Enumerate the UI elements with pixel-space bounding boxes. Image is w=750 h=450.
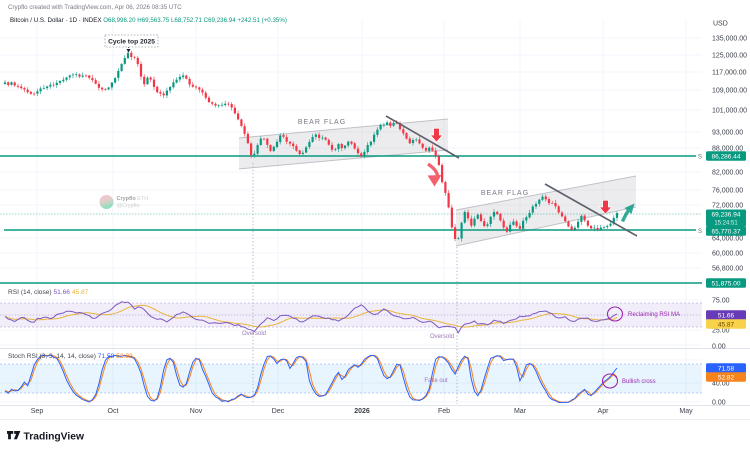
svg-text:0.00: 0.00 <box>712 400 726 407</box>
svg-text:TradingView: TradingView <box>24 432 85 443</box>
svg-text:117,000.00: 117,000.00 <box>712 70 747 77</box>
svg-text:125,000.00: 125,000.00 <box>712 53 747 60</box>
svg-text:2026: 2026 <box>354 408 370 415</box>
svg-text:71.58: 71.58 <box>718 365 735 372</box>
svg-text:51,875.00: 51,875.00 <box>712 280 741 287</box>
svg-text:BEAR FLAG: BEAR FLAG <box>481 190 529 197</box>
svg-text:BEAR FLAG: BEAR FLAG <box>298 119 346 126</box>
svg-text:65,770.37: 65,770.37 <box>712 228 741 235</box>
svg-text:S: S <box>698 229 702 235</box>
svg-text:51.66: 51.66 <box>718 312 735 319</box>
svg-text:86,286.44: 86,286.44 <box>712 153 741 160</box>
svg-text:Feb: Feb <box>438 408 450 415</box>
svg-text:52.82: 52.82 <box>718 374 735 381</box>
svg-text:Oversold: Oversold <box>430 334 454 340</box>
svg-text:82,000.00: 82,000.00 <box>712 170 743 177</box>
svg-text:Fake out: Fake out <box>424 378 448 384</box>
svg-text:72,000.00: 72,000.00 <box>712 203 743 210</box>
svg-text:Sep: Sep <box>31 408 44 415</box>
svg-text:Bitcoin / U.S. Dollar · 1D · I: Bitcoin / U.S. Dollar · 1D · INDEX O68,9… <box>10 17 287 24</box>
svg-text:Stoch RSI (3, 3, 14, 14, close: Stoch RSI (3, 3, 14, 14, close) 71.58 52… <box>8 353 133 360</box>
svg-text:25.00: 25.00 <box>712 328 730 335</box>
svg-text:S: S <box>698 155 702 161</box>
svg-text:USD: USD <box>713 21 728 28</box>
svg-text:Nov: Nov <box>190 408 203 415</box>
svg-text:45.87: 45.87 <box>718 321 735 328</box>
svg-text:RSI (14, close) 51.66 45.87: RSI (14, close) 51.66 45.87 <box>8 289 89 296</box>
svg-text:Apr: Apr <box>598 408 610 415</box>
svg-text:Cycle top 2025: Cycle top 2025 <box>108 39 155 46</box>
svg-text:75.00: 75.00 <box>712 298 730 305</box>
svg-text:Reclaiming RSI MA: Reclaiming RSI MA <box>628 312 680 318</box>
svg-text:Oversold: Oversold <box>242 331 266 337</box>
svg-text:101,000.00: 101,000.00 <box>712 108 747 115</box>
svg-text:40.00: 40.00 <box>712 381 730 388</box>
svg-text:69,236.94: 69,236.94 <box>712 211 741 218</box>
svg-text:56,800.00: 56,800.00 <box>712 266 743 273</box>
svg-text:64,000.00: 64,000.00 <box>712 236 743 243</box>
svg-text:15:24:51: 15:24:51 <box>714 220 738 226</box>
svg-text:Crypflo ETH: Crypflo ETH <box>117 196 149 202</box>
svg-text:Oct: Oct <box>108 408 119 415</box>
svg-text:0.00: 0.00 <box>712 344 726 351</box>
svg-text:93,000.00: 93,000.00 <box>712 130 743 137</box>
svg-text:60,000.00: 60,000.00 <box>712 251 743 258</box>
svg-text:Crypflo created with TradingVi: Crypflo created with TradingView.com, Ap… <box>8 4 182 11</box>
svg-text:May: May <box>679 408 693 415</box>
svg-text:@Crypflo: @Crypflo <box>117 203 140 209</box>
svg-text:Mar: Mar <box>514 408 527 415</box>
svg-text:135,000.00: 135,000.00 <box>712 36 747 43</box>
svg-text:Dec: Dec <box>272 408 285 415</box>
svg-text:76,000.00: 76,000.00 <box>712 188 743 195</box>
svg-text:109,000.00: 109,000.00 <box>712 88 747 95</box>
svg-text:Bullish cross: Bullish cross <box>622 379 656 385</box>
svg-text:88,000.00: 88,000.00 <box>712 146 743 153</box>
